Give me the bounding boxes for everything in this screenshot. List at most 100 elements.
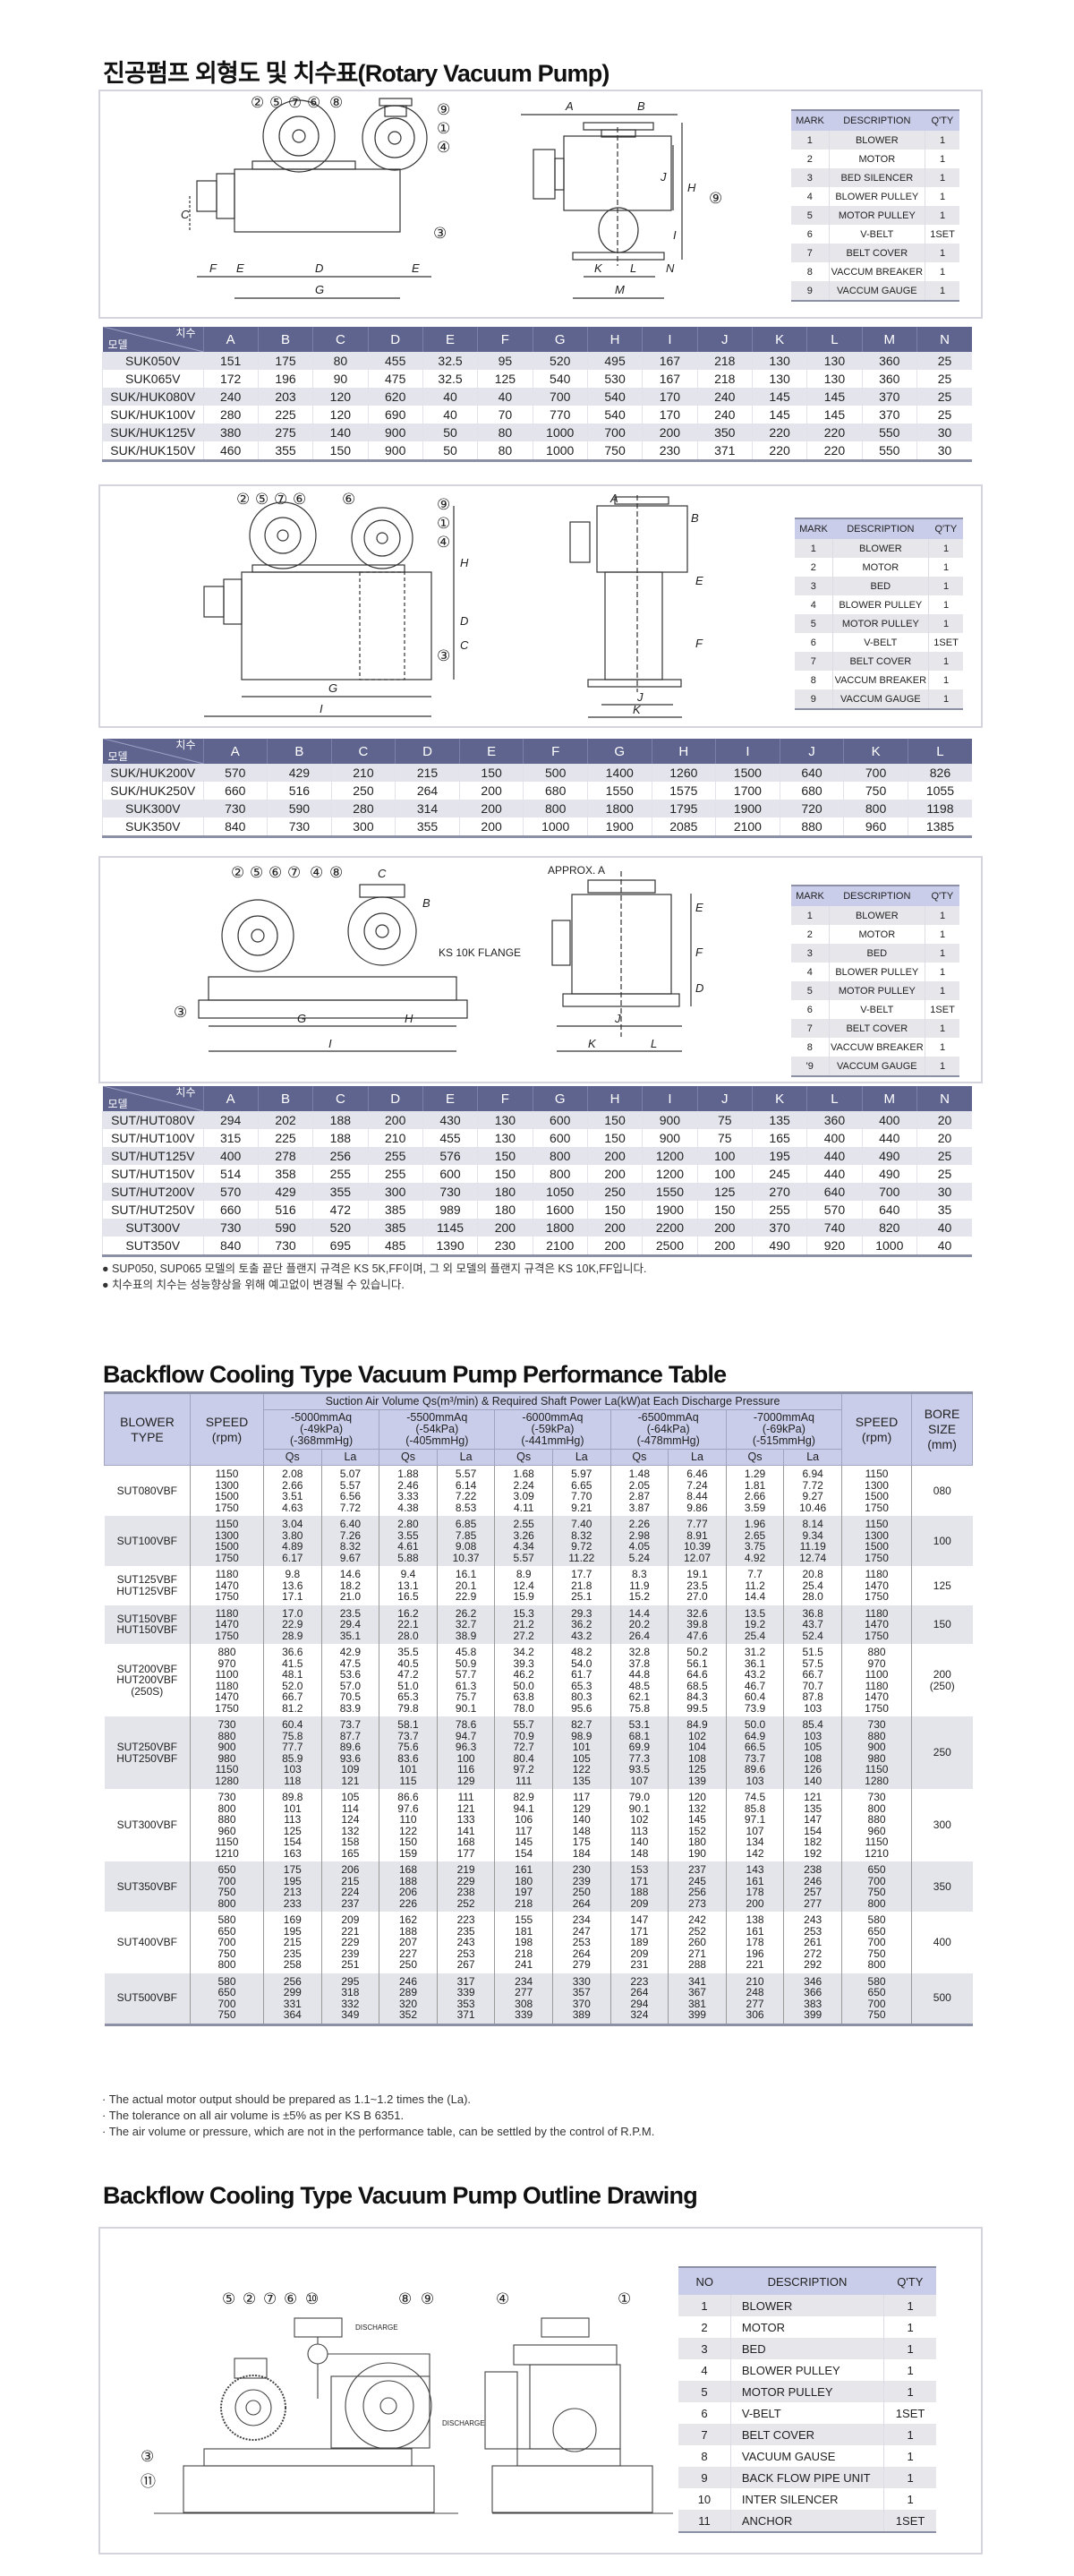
speed-values-right: 730 800 880 960 1150 1210 (841, 1789, 912, 1861)
parts-description: BED (831, 577, 929, 595)
dimension-value: 2500 (642, 1237, 698, 1256)
qs-values: 223 264 294 324 (609, 1973, 669, 2024)
flange-label: KS 10K FLANGE (439, 946, 521, 959)
callout-11: ⑪ (141, 2473, 156, 2490)
parts-description: VACCUW BREAKER (828, 1038, 925, 1057)
model-name: SUK/HUK200V (102, 764, 203, 782)
dimension-value: 150 (477, 1147, 533, 1165)
dimension-value: 172 (202, 370, 259, 388)
dimension-value: 740 (806, 1219, 863, 1237)
dimension-value: 280 (202, 406, 259, 424)
dimension-value: 20 (916, 1129, 972, 1147)
callout-9-front: ⑨ (709, 190, 722, 207)
dimension-value: 145 (751, 388, 807, 406)
model-name: SUK/HUK100V (102, 406, 203, 424)
dim-l: L (651, 1037, 657, 1050)
bore-size: 100 (911, 1516, 973, 1566)
dimension-value: 20 (916, 1111, 972, 1129)
note-change: ● 치수표의 치수는 성능향상을 위해 예고없이 변경될 수 있습니다. (102, 1279, 405, 1291)
speed-values-right: 1150 1300 1500 1750 (841, 1465, 912, 1516)
dimension-value: 255 (312, 1165, 369, 1183)
dimension-value: 516 (267, 782, 332, 800)
performance-group-row: SUT250VBF HUT250VBF 730 880 900 980 1150 … (104, 1716, 973, 1789)
qs-values: 168 188 206 226 (379, 1861, 438, 1912)
parts-row: 10 INTER SILENCER 1 (678, 2488, 936, 2510)
callout-7: ⑦ (287, 864, 301, 881)
callout-9: ⑨ (437, 101, 450, 118)
dimension-value: 218 (696, 370, 753, 388)
blower-type: SUT150VBF HUT150VBF (104, 1605, 191, 1644)
qs-values: 34.2 39.3 46.2 50.0 63.8 78.0 (494, 1644, 553, 1716)
dimension-value: 230 (642, 441, 698, 461)
dimension-header-a: A (202, 1086, 259, 1111)
performance-group-row: SUT300VBF 730 800 880 960 1150 1210 89.8 1… (105, 1789, 973, 1861)
parts-table-outline: NO DESCRIPTION Q'TY 1 BLOWER 1 2 MOTOR 1 3 BED 1 4 BL… (678, 2266, 936, 2533)
dimension-value: 195 (751, 1147, 807, 1165)
dimension-header-d: D (367, 327, 423, 352)
performance-group-row: SUT350VBF 650 700 750 800 175 195 213 233 2… (104, 1861, 973, 1912)
dimension-value: 1795 (651, 800, 716, 817)
header-qs: Qs (263, 1449, 322, 1466)
header-qs: Qs (725, 1449, 785, 1466)
dimension-value: 167 (642, 370, 698, 388)
parts-row: 6 V-BELT 1SET (791, 225, 959, 244)
dimension-value: 600 (532, 1129, 588, 1147)
speed-values-right: 1150 1300 1500 1750 (841, 1516, 912, 1566)
dim-m: M (615, 283, 625, 296)
model-name: SUK/HUK080V (102, 388, 203, 406)
dim-g: G (297, 1012, 306, 1025)
dimension-row: SUT300V 730 590 520 385 1145 200 1800 200 2200 200… (102, 1219, 972, 1237)
dimension-value: 150 (586, 1129, 643, 1147)
dimension-value: 360 (806, 1111, 863, 1129)
qs-values: 7.7 11.2 14.4 (725, 1566, 784, 1605)
dimension-header-i: I (642, 327, 698, 352)
dimension-value: 256 (312, 1147, 369, 1165)
dimension-value: 400 (202, 1147, 259, 1165)
la-values: 14.6 18.2 21.0 (320, 1566, 379, 1605)
bore-size: 350 (911, 1861, 973, 1912)
dimension-row: SUK/HUK125V 380 275 140 900 50 80 1000 700 200 350… (102, 424, 972, 441)
qs-values: 1.48 2.05 2.87 3.87 (609, 1465, 669, 1516)
parts-row: 9 VACCUM GAUGE 1 (795, 689, 963, 709)
header-qs: Qs (609, 1449, 669, 1466)
model-name: SUK300V (102, 800, 203, 817)
dimension-value: 200 (642, 424, 698, 441)
qs-values: 79.0 90.1 102 113 140 148 (609, 1789, 669, 1861)
parts-qty: 1 (925, 168, 959, 187)
drawing-panel-2: ② ⑤ ⑦ ⑥ ⑥ ⑨ ① ④ ③ H D C G I A B E F J K … (98, 484, 983, 728)
la-values: 73.7 87.7 89.6 93.6 109 121 (320, 1716, 379, 1789)
dim-a: A (609, 492, 618, 505)
dimension-value: 358 (257, 1165, 313, 1183)
dimension-header-j: J (779, 739, 844, 764)
dimension-value: 170 (642, 388, 698, 406)
qs-values: 35.5 40.5 47.2 51.0 65.3 79.8 (379, 1644, 438, 1716)
qs-values: 55.7 70.9 72.7 80.4 97.2 111 (494, 1716, 553, 1789)
la-values: 237 245 256 273 (668, 1861, 727, 1912)
qs-values: 155 181 198 218 241 (494, 1912, 553, 1973)
parts-qty: 1 (925, 963, 959, 981)
model-dimension-corner: 치수 모델 (102, 1086, 203, 1111)
qs-values: 2.55 3.26 4.34 5.57 (494, 1516, 553, 1566)
callout-3: ③ (437, 647, 450, 664)
dimension-value: 80 (477, 424, 533, 441)
la-values: 29.3 36.2 43.2 (551, 1605, 611, 1644)
dimension-header-m: M (861, 327, 917, 352)
parts-header-row: MARK DESCRIPTION Q'TY (795, 518, 963, 539)
parts-row: 11 ANCHOR 1SET (678, 2510, 936, 2532)
dimension-value: 570 (806, 1201, 863, 1219)
parts-qty: 1 (925, 244, 959, 262)
callout-6: ⑥ (293, 491, 306, 508)
speed-values: 730 880 900 980 1150 1280 (190, 1716, 264, 1789)
dimension-value: 200 (696, 1237, 753, 1256)
parts-row: 3 BED 1 (678, 2338, 936, 2359)
callout-2: ② (243, 2290, 256, 2307)
dim-f: F (695, 946, 703, 959)
dimension-header-k: K (843, 739, 908, 764)
corner-dimension-label: 치수 (175, 1086, 196, 1099)
dimension-header-l: L (806, 327, 863, 352)
dimension-header-row: 치수 모델 A B C D E F G H I J K L (102, 739, 972, 764)
blower-type: SUT300VBF (116, 1819, 177, 1832)
speed-values: 650 700 750 800 (190, 1861, 264, 1912)
qs-values: 256 299 331 364 (263, 1973, 322, 2024)
parts-row: 9 VACCUM GAUGE 1 (791, 281, 959, 301)
